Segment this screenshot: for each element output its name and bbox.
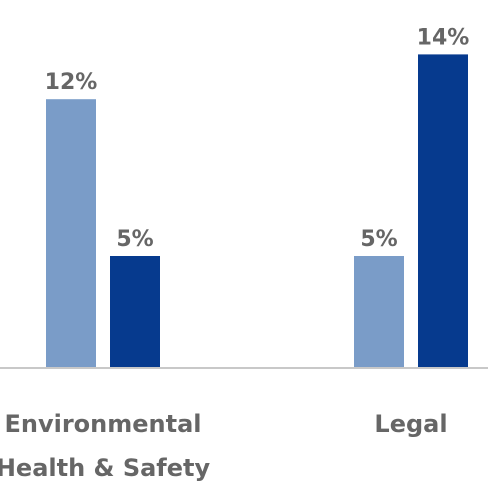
category-label-1-line-0: Legal bbox=[374, 410, 447, 438]
data-label-1-0: 5% bbox=[360, 227, 397, 252]
data-label-1-1: 14% bbox=[417, 25, 470, 50]
value-labels-group: 12% 5% 5% 14% bbox=[45, 25, 470, 252]
bar-0-1 bbox=[110, 256, 160, 368]
category-label-0-line-1: Health & Safety bbox=[0, 454, 211, 482]
category-labels-group: Environmental Health & Safety Legal bbox=[0, 410, 448, 482]
bar-0-0 bbox=[46, 99, 96, 368]
data-label-0-1: 5% bbox=[116, 227, 153, 252]
bars-group bbox=[46, 54, 468, 369]
bar-1-1 bbox=[418, 54, 468, 369]
bar-1-0 bbox=[354, 256, 404, 368]
data-label-0-0: 12% bbox=[45, 70, 98, 95]
category-label-0-line-0: Environmental bbox=[4, 410, 201, 438]
